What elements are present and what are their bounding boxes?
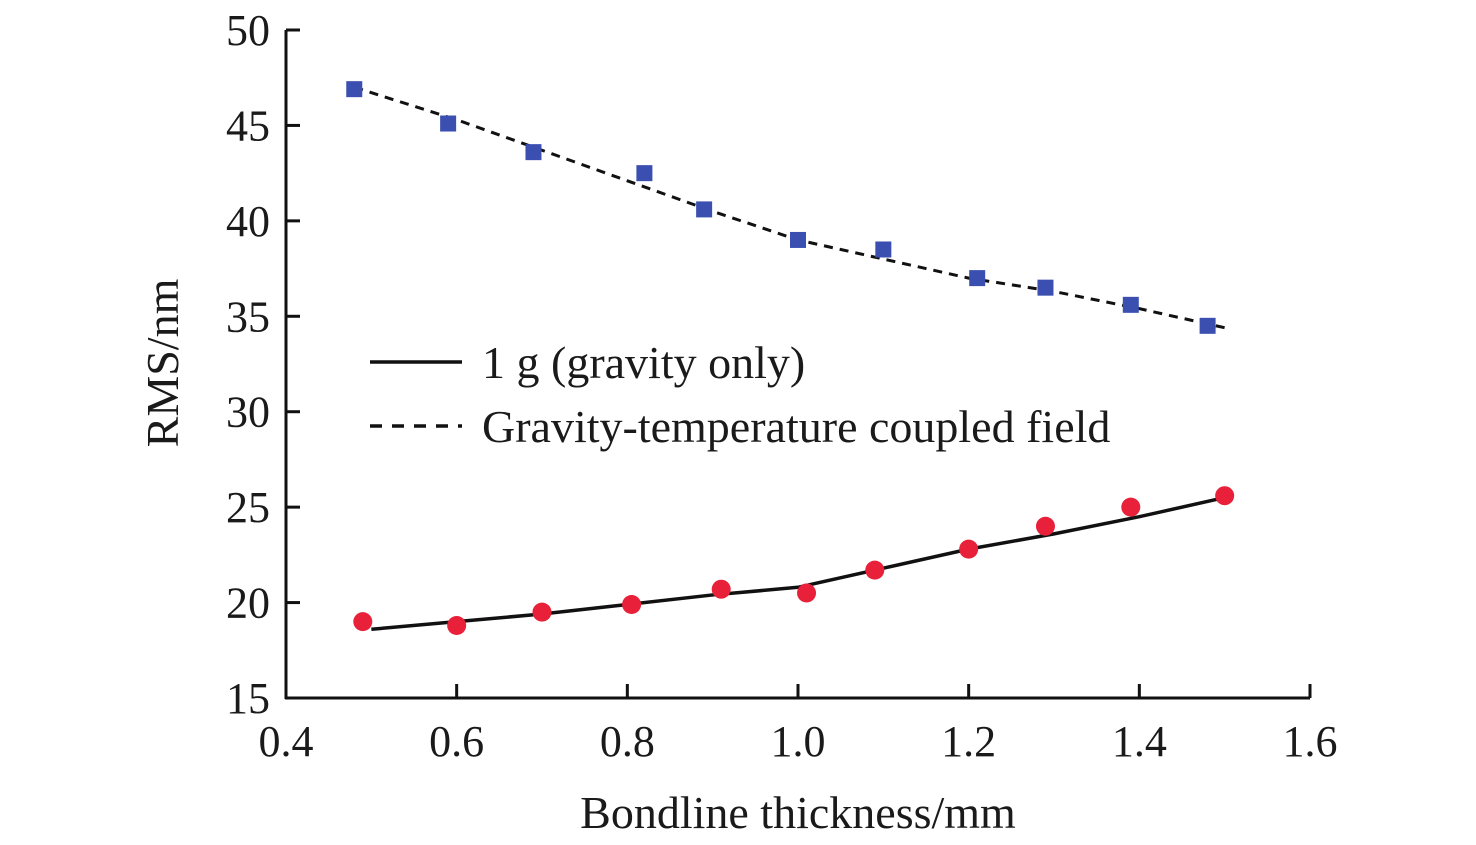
series-1-point (797, 583, 817, 603)
series-2-point (346, 81, 363, 98)
series-1-point (353, 612, 373, 632)
series-2-point (636, 165, 653, 182)
series-1-point (622, 594, 642, 614)
series-1-point (1215, 486, 1235, 506)
legend: 1 g (gravity only) Gravity-temperature co… (370, 337, 1110, 452)
y-tick-label: 20 (226, 579, 270, 628)
x-tick-label: 0.8 (600, 717, 655, 766)
series-1-point (447, 615, 467, 635)
series-1-point (959, 539, 979, 559)
y-tick-label: 15 (226, 674, 270, 723)
series-2-point (969, 270, 986, 287)
y-tick-label: 50 (226, 6, 270, 55)
y-tick-label: 30 (226, 388, 270, 437)
axes: 0.4 0.6 0.8 1.0 1.2 1.4 1.6 15 20 25 30 35 40 45 50 (226, 6, 1338, 766)
x-tick-label: 1.4 (1112, 717, 1167, 766)
series-2-point (440, 115, 457, 132)
series-1-point (532, 602, 552, 622)
series-2-point (1199, 317, 1216, 334)
plot-area (346, 81, 1235, 635)
series-2-point (525, 144, 542, 161)
x-tick-label: 0.4 (259, 717, 314, 766)
y-tick-label: 40 (226, 197, 270, 246)
series-1-point (1121, 497, 1141, 517)
series-2-point (875, 241, 892, 258)
x-tick-label: 1.6 (1283, 717, 1338, 766)
y-axis-title: RMS/nm (137, 278, 188, 447)
legend-label-2: Gravity-temperature coupled field (482, 401, 1110, 452)
y-tick-label: 45 (226, 101, 270, 150)
y-tick-label: 35 (226, 292, 270, 341)
x-tick-label: 1.0 (771, 717, 826, 766)
series-2-point (790, 231, 806, 248)
series-1-point (865, 560, 885, 580)
x-axis-title: Bondline thickness/mm (580, 787, 1016, 838)
x-tick-label: 1.2 (941, 717, 996, 766)
series-1-point (711, 579, 731, 599)
series-1-point (1035, 516, 1055, 536)
y-tick-label: 25 (226, 483, 270, 532)
series-2-line (353, 85, 1225, 330)
x-tick-label: 0.6 (429, 717, 484, 766)
legend-label-1: 1 g (gravity only) (482, 337, 805, 388)
series-1-line (371, 495, 1226, 632)
series-2-point (696, 201, 713, 218)
series-2-point (1037, 279, 1054, 296)
series-2-point (1122, 296, 1139, 313)
